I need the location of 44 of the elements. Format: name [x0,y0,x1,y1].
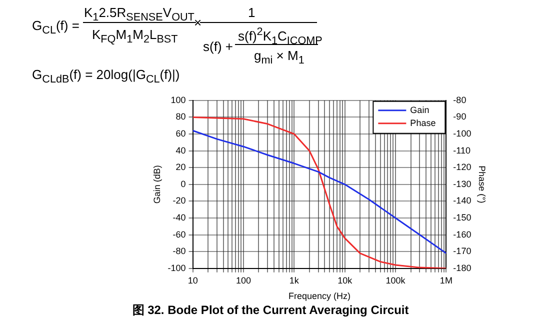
text: × [194,15,202,30]
y-tick-label: 20 [176,162,186,172]
y-tick-label: -80 [172,246,186,256]
y-tick-label: -100 [168,262,186,273]
y2-tick-label: -180 [453,262,472,273]
x-tick-label: 100 [236,275,252,286]
y-tick-label: 60 [176,128,186,138]
y-tick-label: 40 [176,145,186,156]
y2-tick-label: -100 [453,128,472,138]
y-axis-title: Gain (dB) [152,165,162,204]
y2-tick-label: -120 [453,162,472,172]
y2-tick-label: -110 [453,145,471,156]
text: 图 32. Bode Plot of the Current Averaging Circuit [131,302,410,319]
text: K$_{FQ}$M$_{1}$M$_{2}$L$_{BST}$ [92,27,178,46]
y2-tick-label: -90 [453,112,466,122]
y-tick-label: 0 [180,178,186,189]
x-axis-title: Frequency (Hz) [288,291,351,302]
y-tick-label: -20 [172,196,186,206]
text: g$_{mi}$ × M [254,48,298,67]
x-tick-label: 1k [289,275,300,286]
y2-tick-label: -140 [453,196,472,206]
y2-tick-label: -160 [453,229,472,240]
text: s(f) + [203,39,233,54]
text: 1 [248,5,256,20]
y2-tick-label: -130 [453,178,472,189]
y2-axis-title: Phase (°) [477,166,488,204]
y-tick-label: 80 [176,112,186,122]
text: G$_{CL}$(f) = [32,18,80,37]
text: G$_{CLdB}$(f) = 20log(|G$_{CL}$(f)|) [32,67,180,86]
x-tick-label: 10 [188,275,198,286]
text: 1 [298,54,304,67]
x-tick-label: 1M [440,275,452,286]
legend-label: Phase [410,118,436,128]
y-tick-label: 100 [170,94,186,105]
x-tick-label: 10k [338,275,353,286]
y2-tick-label: -150 [453,212,472,222]
y-tick-label: -40 [172,212,186,222]
y2-tick-label: -170 [453,246,472,256]
y-tick-label: -60 [172,229,186,240]
y2-tick-label: -80 [453,94,466,105]
text: K$_{1}$2.5R$_{SENSE}$V$_{OUT}$ [84,5,194,24]
legend-label: Gain [410,104,430,115]
x-tick-label: 100k [386,275,406,286]
text: s(f)$^{2}$K$_{1}$C$_{ICOMP}$ [238,26,322,47]
